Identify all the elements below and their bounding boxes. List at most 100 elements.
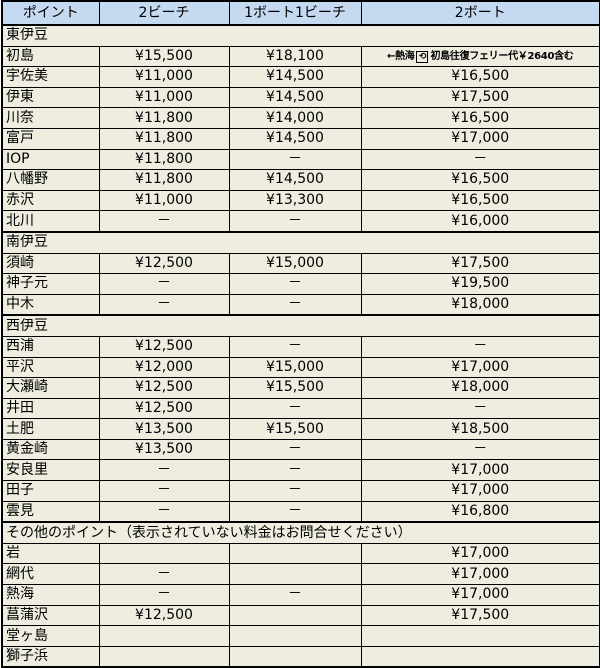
price-1-boat-1-beach: － [228, 584, 362, 606]
price-2-boat: ¥17,000 [360, 542, 600, 565]
price-2-beach: － [98, 459, 230, 482]
table-row: 神子元－－ ¥19,500 [1, 273, 600, 295]
price-1-boat-1-beach: － [228, 480, 362, 502]
price-2-boat: ¥19,500 [360, 273, 600, 295]
table-row: 北川－－ ¥16,000 [1, 210, 600, 233]
price-2-boat: ¥16,500 [360, 66, 600, 88]
price-1-boat-1-beach: ¥14,500 [228, 127, 362, 150]
price-2-beach: ¥15,500 [98, 45, 230, 68]
table-row: 岩 ¥17,000 [1, 542, 600, 565]
price-2-beach: － [98, 480, 230, 502]
price-1-boat-1-beach: － [228, 459, 362, 482]
point-name: 堂ヶ島 [1, 625, 100, 647]
price-2-boat: ¥17,000 [360, 480, 600, 502]
section-title: その他のポイント（表示されていない料金はお問合せください） [1, 521, 600, 544]
price-1-boat-1-beach: － [228, 210, 362, 233]
table-row: 伊東 ¥11,000 ¥14,500 ¥17,500 [1, 86, 600, 109]
price-2-boat: ¥17,000 [360, 563, 600, 586]
price-1-boat-1-beach: － [228, 273, 362, 295]
table-row: 熱海－－ ¥17,000 [1, 584, 600, 606]
price-1-boat-1-beach [228, 542, 362, 565]
price-2-boat: ¥17,500 [360, 252, 600, 275]
table-row: 田子－－ ¥17,000 [1, 480, 600, 502]
price-2-boat: ¥18,000 [360, 293, 600, 316]
price-1-boat-1-beach: ¥18,100 [228, 45, 362, 68]
price-2-beach: ¥12,500 [98, 604, 230, 627]
price-2-boat: ¥16,800 [360, 500, 600, 523]
price-2-boat: ¥16,500 [360, 107, 600, 129]
price-2-beach: － [98, 210, 230, 233]
point-name: 初島 [1, 45, 100, 68]
point-name: 神子元 [1, 273, 100, 295]
table-row: IOP ¥11,800 －－ [1, 148, 600, 171]
price-2-beach: ¥11,800 [98, 127, 230, 150]
point-name: 伊東 [1, 86, 100, 109]
header-1-boat-1-beach: 1ボート1ビーチ [228, 0, 362, 26]
price-2-boat: ¥16,500 [360, 189, 600, 212]
point-name: 赤沢 [1, 189, 100, 212]
table-row: 大瀬崎 ¥12,500 ¥15,500 ¥18,000 [1, 377, 600, 399]
price-2-beach: － [98, 563, 230, 586]
table-row: 富戸 ¥11,800 ¥14,500 ¥17,000 [1, 127, 600, 150]
price-1-boat-1-beach [228, 604, 362, 627]
price-2-boat: ¥16,000 [360, 210, 600, 233]
section-row: 西伊豆 [1, 314, 600, 337]
price-2-boat: － [360, 438, 600, 461]
point-name: 宇佐美 [1, 66, 100, 88]
table-row: 赤沢 ¥11,000 ¥13,300 ¥16,500 [1, 189, 600, 212]
point-name: 網代 [1, 563, 100, 586]
ferry-note: ←熱海 ⟲ 初島往復フェリー代￥2640含む [360, 45, 600, 68]
table-row: 土肥 ¥13,500 ¥15,500 ¥18,500 [1, 418, 600, 440]
section-row: 南伊豆 [1, 231, 600, 254]
section-title: 南伊豆 [1, 231, 600, 254]
price-2-beach: ¥11,000 [98, 86, 230, 109]
point-name: 獅子浜 [1, 645, 100, 668]
price-1-boat-1-beach: － [228, 500, 362, 523]
header-2-beach: 2ビーチ [98, 0, 230, 26]
point-name: 田子 [1, 480, 100, 502]
point-name: 安良里 [1, 459, 100, 482]
price-2-boat: ¥17,000 [360, 356, 600, 379]
point-name: 菖蒲沢 [1, 604, 100, 627]
point-name: 黄金崎 [1, 438, 100, 461]
price-2-beach: ¥12,000 [98, 356, 230, 379]
ferry-icon: ⟲ [416, 50, 429, 63]
price-2-beach: ¥12,500 [98, 397, 230, 420]
point-name: 富戸 [1, 127, 100, 150]
price-1-boat-1-beach: ¥13,300 [228, 189, 362, 212]
price-2-beach [98, 625, 230, 647]
table-row: 西浦 ¥12,500 －－ [1, 335, 600, 358]
price-2-boat [360, 645, 600, 668]
price-2-beach: ¥12,500 [98, 377, 230, 399]
price-2-boat: ¥17,500 [360, 86, 600, 109]
price-1-boat-1-beach: ¥15,500 [228, 377, 362, 399]
table-row: 雲見－－ ¥16,800 [1, 500, 600, 523]
section-title: 東伊豆 [1, 24, 600, 47]
point-name: 北川 [1, 210, 100, 233]
price-1-boat-1-beach: ¥14,500 [228, 169, 362, 191]
price-2-beach: ¥11,000 [98, 66, 230, 88]
price-1-boat-1-beach: － [228, 293, 362, 316]
price-2-boat: ¥18,000 [360, 377, 600, 399]
price-2-beach: － [98, 293, 230, 316]
table-row: 八幡野 ¥11,800 ¥14,500 ¥16,500 [1, 169, 600, 191]
price-2-boat: ¥16,500 [360, 169, 600, 191]
section-title: 西伊豆 [1, 314, 600, 337]
price-2-beach: － [98, 273, 230, 295]
price-2-boat: ¥17,000 [360, 459, 600, 482]
table-row: 安良里－－ ¥17,000 [1, 459, 600, 482]
price-2-boat [360, 625, 600, 647]
price-2-boat: ¥17,000 [360, 584, 600, 606]
table-row: 菖蒲沢 ¥12,500 ¥17,500 [1, 604, 600, 627]
point-name: 熱海 [1, 584, 100, 606]
table-body: 東伊豆 初島 ¥15,500 ¥18,100 ←熱海 ⟲ 初島往復フェリー代￥2640含む宇… [1, 24, 600, 668]
price-1-boat-1-beach: ¥14,500 [228, 66, 362, 88]
price-2-beach: ¥12,500 [98, 252, 230, 275]
table-row: 井田 ¥12,500 －－ [1, 397, 600, 420]
note-text: 初島往復フェリー代￥2640含む [430, 50, 574, 62]
price-2-boat: ¥17,000 [360, 127, 600, 150]
price-2-beach [98, 542, 230, 565]
price-1-boat-1-beach: － [228, 438, 362, 461]
point-name: 八幡野 [1, 169, 100, 191]
